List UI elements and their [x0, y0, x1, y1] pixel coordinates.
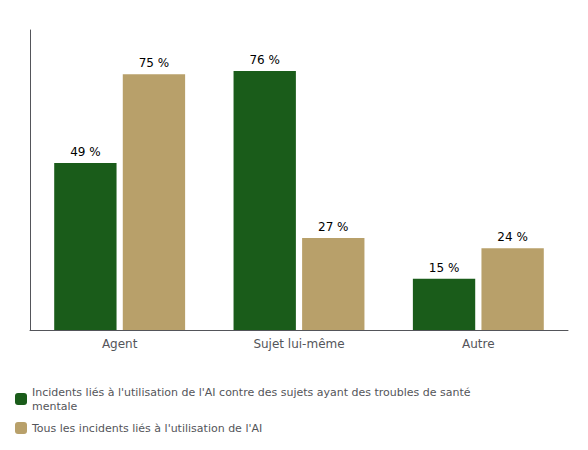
svg-text:Agent: Agent [102, 337, 138, 351]
svg-text:Sujet lui-même: Sujet lui-même [253, 337, 344, 351]
svg-text:24 %: 24 % [497, 230, 528, 244]
svg-text:Autre: Autre [462, 337, 495, 351]
svg-text:27 %: 27 % [318, 220, 349, 234]
svg-text:75 %: 75 % [139, 56, 170, 70]
svg-text:Incidents liés à l'utilisation: Incidents liés à l'utilisation de l'AI c… [32, 386, 471, 399]
svg-text:76 %: 76 % [249, 53, 280, 67]
svg-text:mentale: mentale [32, 400, 78, 413]
svg-text:49 %: 49 % [70, 145, 101, 159]
svg-text:15 %: 15 % [429, 261, 460, 275]
svg-text:Tous les incidents liés à l'ut: Tous les incidents liés à l'utilisation … [31, 422, 262, 435]
